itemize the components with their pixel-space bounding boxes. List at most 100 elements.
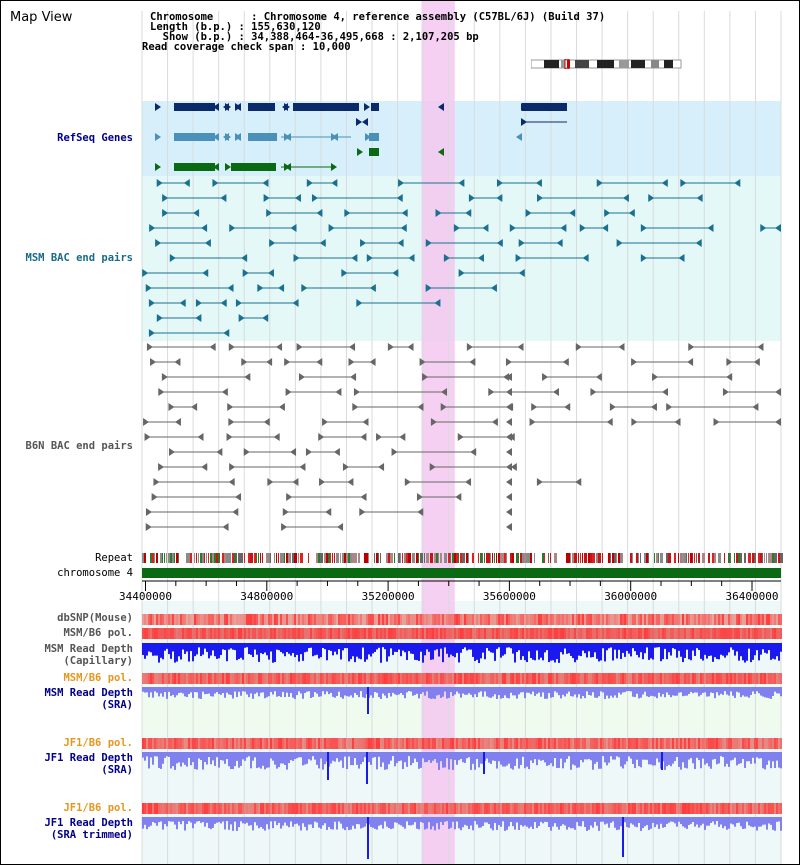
read-depth-bar [250,817,252,826]
polymorphism-cell [680,673,682,684]
jf1-read-depth-label: JF1 Read Depth (SRA) [44,752,133,776]
read-depth-bar [656,687,658,699]
polymorphism-cell [390,614,392,625]
polymorphism-cell [628,628,630,639]
polymorphism-cell [760,738,762,749]
polymorphism-cell [486,614,488,625]
polymorphism-cell [506,673,508,684]
read-depth-bar [414,817,416,823]
read-depth-bar [258,817,260,829]
read-depth-bar [180,817,182,825]
polymorphism-cell [598,614,600,625]
bac-end-marker [722,388,729,396]
b6n-bac-end-pairs-track[interactable] [143,343,781,531]
bac-end-marker [398,179,405,187]
read-depth-bar [280,752,282,764]
jf1-read-depth-sra-track[interactable] [142,752,782,784]
polymorphism-cell [470,614,472,625]
polymorphism-cell [280,628,282,639]
msm-bac-end-pairs-track[interactable] [142,179,781,337]
read-depth-bar [686,817,688,829]
polymorphism-cell [648,614,650,625]
read-depth-bar [308,817,310,825]
read-depth-bar [410,643,412,654]
read-depth-bar [598,752,600,769]
repeat-track[interactable] [142,553,783,563]
repeat-element [690,553,692,563]
polymorphism-cell [332,803,334,814]
polymorphism-cell [778,738,780,749]
jf1-read-depth-trimmed-track[interactable] [142,817,782,859]
polymorphism-cell [612,673,614,684]
polymorphism-cell [512,803,514,814]
bac-end-marker [228,418,235,426]
polymorphism-cell [206,738,208,749]
polymorphism-cell [330,803,332,814]
polymorphism-cell [360,738,362,749]
msm-read-depth-sra-track[interactable] [142,687,782,714]
read-depth-bar [534,687,536,696]
read-depth-bar [398,752,400,762]
polymorphism-cell [474,803,476,814]
read-depth-bar [642,687,644,695]
read-depth-bar [146,817,148,830]
polymorphism-cell [208,738,210,749]
read-depth-bar [628,752,630,757]
polymorphism-cell [472,673,474,684]
read-depth-bar [202,752,204,770]
polymorphism-cell [318,803,320,814]
msm-b6-pol-track[interactable] [142,628,782,639]
read-depth-bar [174,643,176,663]
read-depth-bar [734,817,736,827]
polymorphism-cell [682,738,684,749]
read-depth-bar [432,817,434,827]
read-depth-bar [768,643,770,651]
read-depth-bar [520,817,522,825]
polymorphism-cell [548,738,550,749]
polymorphism-cell [374,673,376,684]
msm-read-depth-capillary-track[interactable] [142,643,782,663]
chromosome-ideogram[interactable] [530,54,683,70]
polymorphism-cell [358,673,360,684]
polymorphism-cell [602,738,604,749]
jf1-b6-pol-track[interactable] [142,738,782,749]
read-depth-bar [312,817,314,829]
jf1-b6-pol-trimmed-track[interactable] [142,803,782,814]
read-depth-bar [280,817,282,829]
read-depth-bar [642,752,644,760]
polymorphism-cell [690,673,692,684]
polymorphism-cell [292,673,294,684]
read-depth-bar [288,687,290,697]
polymorphism-cell [526,614,528,625]
msm-b6-pol-sra-track[interactable] [142,673,782,684]
polymorphism-cell [542,738,544,749]
read-depth-bar [690,643,692,661]
repeat-element [292,553,294,563]
read-depth-bar [384,643,386,650]
dbsnp-track[interactable] [142,614,782,625]
read-depth-bar [418,643,420,661]
repeat-element [284,553,285,563]
polymorphism-cell [180,803,182,814]
polymorphism-cell [262,738,264,749]
repeat-element [340,553,341,563]
read-depth-bar [710,817,712,823]
read-depth-bar [204,752,206,762]
polymorphism-cell [390,803,392,814]
gene-strand-marker [438,103,444,111]
read-depth-bar [270,643,272,652]
chromosome-bar[interactable] [142,568,781,578]
polymorphism-cell [280,738,282,749]
polymorphism-cell [166,614,168,625]
repeat-element [366,553,369,563]
polymorphism-cell [480,628,482,639]
refseq-genes-track[interactable] [155,103,567,171]
polymorphism-cell [476,738,478,749]
polymorphism-cell [394,628,396,639]
read-depth-bar [660,687,662,697]
read-depth-bar [414,752,416,759]
polymorphism-cell [466,614,468,625]
read-depth-bar [300,687,302,694]
read-depth-bar [212,752,214,761]
